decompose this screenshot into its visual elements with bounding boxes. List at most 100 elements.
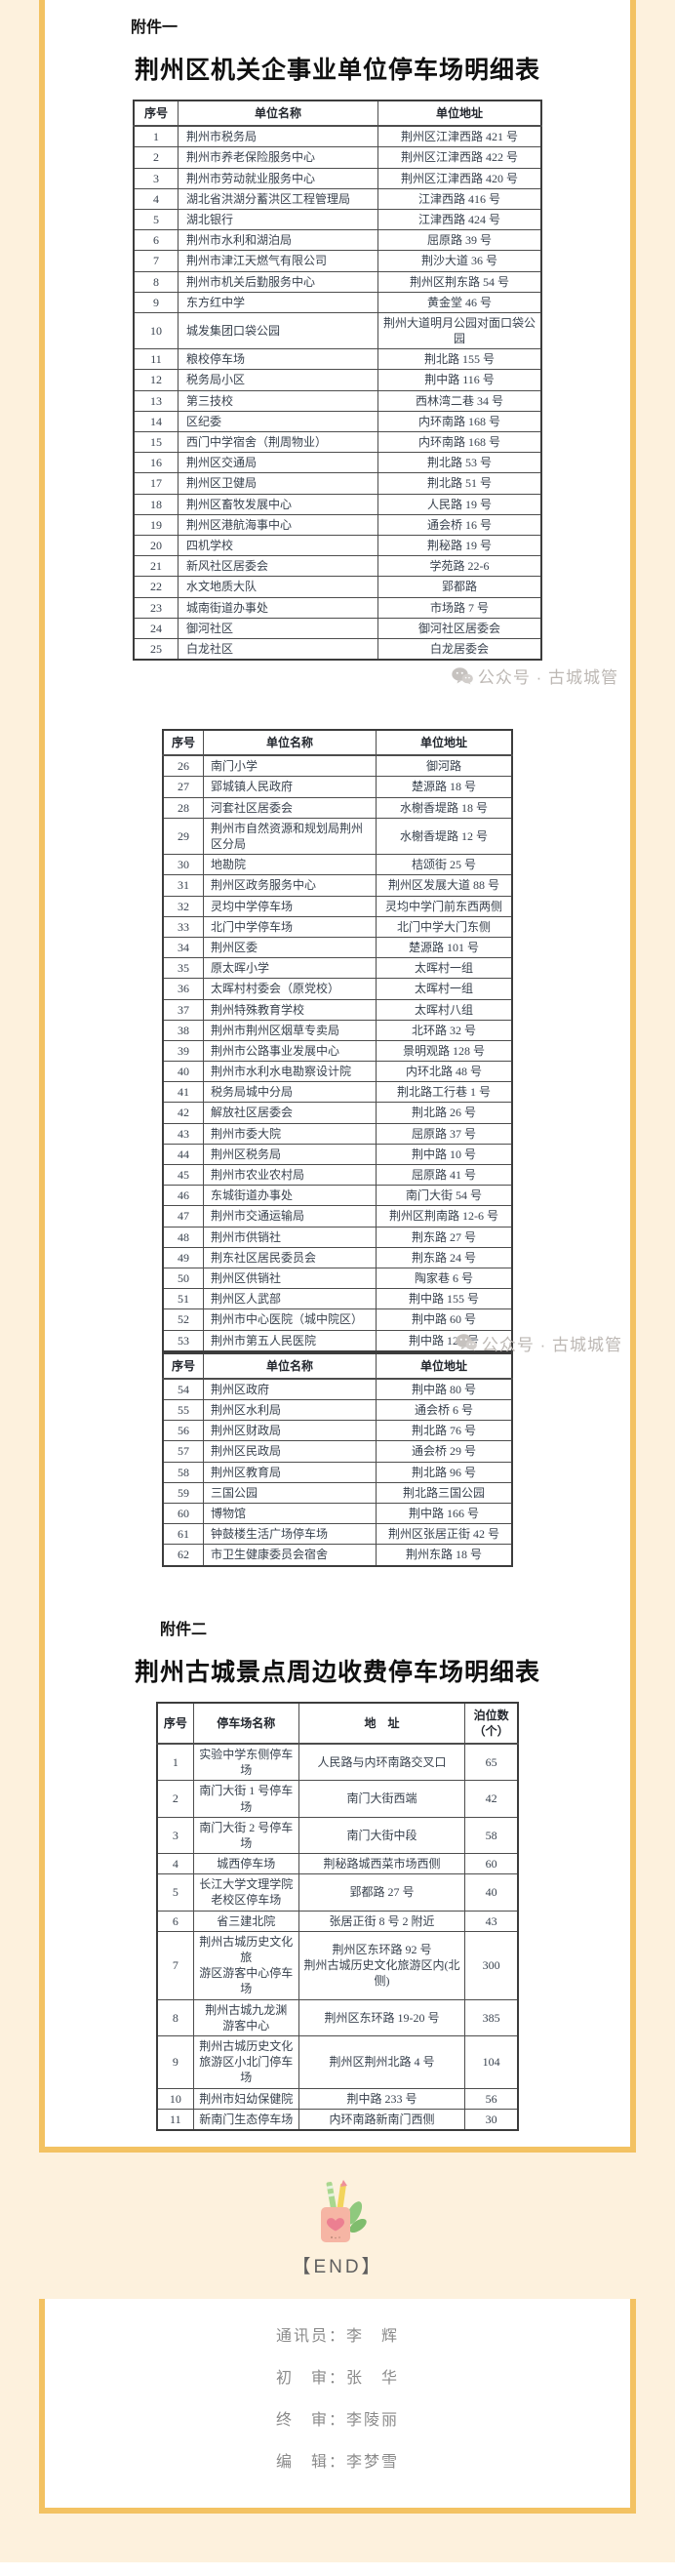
credit-correspondent: 通讯员：李 辉 — [275, 2327, 399, 2345]
table-cell: 荆州市第五人民医院 — [203, 1329, 377, 1352]
table-cell: 荆州区畜牧发展中心 — [178, 493, 378, 515]
bottom-cream-strip — [0, 2514, 675, 2562]
table-row: 58 荆州区教育局 荆北路 96 号 — [162, 1461, 513, 1483]
table-cell: 荆州区荆南路 12-6 号 — [376, 1205, 513, 1228]
table-cell: 荆中路 116 号 — [377, 369, 542, 391]
table-row: 25 白龙社区 白龙居委会 — [133, 637, 542, 661]
column-header: 序号 — [156, 1702, 194, 1745]
table-row: 17 荆州区卫健局 荆北路 51 号 — [133, 472, 542, 495]
table-row: 52 荆州市中心医院（城中院区） 荆中路 60 号 — [162, 1308, 513, 1331]
table-cell: 52 — [162, 1308, 204, 1331]
table-cell: 44 — [162, 1143, 204, 1166]
table-cell: 35 — [162, 957, 204, 980]
table-cell: 荆州区委 — [203, 936, 377, 959]
table-cell: 荆州区卫健局 — [178, 472, 378, 495]
table-cell: 江津西路 424 号 — [377, 208, 542, 231]
table-cell: 荆州市委大院 — [203, 1122, 377, 1145]
table-cell: 南门大街中段 — [298, 1816, 466, 1855]
table-cell: 城西停车场 — [192, 1853, 299, 1875]
table-cell: 26 — [162, 754, 204, 778]
table-cell: 27 — [162, 776, 204, 798]
credit-first-review: 初 审：张 华 — [275, 2369, 399, 2387]
table-cell: 人民路 19 号 — [377, 493, 542, 515]
table-cell: 湖北省洪湖分蓄洪区工程管理局 — [178, 187, 378, 210]
table-cell: 荆州区人武部 — [203, 1288, 377, 1310]
table-cell: 1 — [133, 125, 179, 148]
table-cell: 荆州古城九龙渊 游客中心 — [192, 1998, 299, 2036]
table-cell: 25 — [133, 637, 179, 661]
table-cell: 楚源路 101 号 — [376, 936, 513, 959]
table-cell: 10 — [133, 311, 179, 350]
table-row: 38 荆州市荆州区烟草专卖局 北环路 32 号 — [162, 1019, 513, 1041]
table-cell: 西林湾二巷 34 号 — [377, 389, 542, 412]
column-header: 单位地址 — [376, 1352, 513, 1380]
table-cell: 30 — [162, 854, 204, 876]
credit-final-review: 终 审：李陵丽 — [275, 2411, 399, 2429]
table-cell: 荆东路 27 号 — [376, 1226, 513, 1248]
table-cell: 37 — [162, 998, 204, 1021]
units-parking-table-1: 序号 单位名称 单位地址 1 荆州市税务局 荆州区江津西路 421 号 2 荆州市养老保险服务… — [133, 100, 542, 662]
table-cell: 荆州区财政局 — [203, 1420, 377, 1442]
table-cell: 36 — [162, 978, 204, 1000]
table-cell: 荆沙大道 36 号 — [377, 250, 542, 272]
table-cell: 12 — [133, 369, 179, 391]
table-cell: 荆北路工行巷 1 号 — [376, 1081, 513, 1104]
table-cell: 三国公园 — [203, 1481, 377, 1505]
table-cell: 13 — [133, 389, 179, 412]
table-cell: 385 — [464, 1998, 519, 2036]
table-cell: 4 — [156, 1853, 194, 1875]
table-cell: 内环南路新南门西侧 — [298, 2108, 466, 2131]
table-cell: 荆州古城历史文化 旅游区小北门停车场 — [192, 2034, 299, 2089]
page-watermark: 公众号 · 古城城管 — [456, 1331, 622, 1355]
table-row: 1 荆州市税务局 荆州区江津西路 421 号 — [133, 125, 542, 148]
table-cell: 城发集团口袋公园 — [178, 311, 378, 350]
table-row: 5 湖北银行 江津西路 424 号 — [133, 208, 542, 231]
table-cell: 桔颂街 25 号 — [376, 854, 513, 876]
table-cell: 荆州区港航海事中心 — [178, 513, 378, 536]
table-cell: 60 — [464, 1853, 519, 1875]
table-cell: 粮校停车场 — [178, 348, 378, 371]
table-cell: 御河社区居委会 — [377, 617, 542, 639]
table-cell: 荆北路 155 号 — [377, 348, 542, 371]
table-cell: 6 — [133, 229, 179, 252]
table-cell: 23 — [133, 596, 179, 619]
table-cell: 41 — [162, 1081, 204, 1104]
table-cell: 南门大街西端 — [298, 1780, 466, 1818]
table-cell: 荆中路 233 号 — [298, 2087, 466, 2110]
table-row: 14 区纪委 内环南路 168 号 — [133, 410, 542, 433]
table-cell: 太晖村一组 — [376, 978, 513, 1000]
table-cell: 15 — [133, 430, 179, 454]
table-cell: 东方红中学 — [178, 291, 378, 313]
table-cell: 5 — [133, 208, 179, 231]
table-cell: 56 — [162, 1420, 204, 1442]
table-cell: 14 — [133, 410, 179, 433]
column-header: 停车场名称 — [192, 1702, 299, 1745]
table-row: 51 荆州区人武部 荆中路 155 号 — [162, 1288, 513, 1310]
table-cell: 57 — [162, 1440, 204, 1463]
table-cell: 荆州市劳动就业服务中心 — [178, 167, 378, 189]
header-row: 序号 单位名称 单位地址 — [162, 1352, 513, 1380]
table-row: 48 荆州市供销社 荆东路 27 号 — [162, 1226, 513, 1248]
table-cell: 60 — [162, 1502, 204, 1525]
table-cell: 55 — [162, 1399, 204, 1422]
table-cell: 荆州区江津西路 422 号 — [377, 146, 542, 169]
table-cell: 地勘院 — [203, 854, 377, 876]
table-row: 46 东城街道办事处 南门大街 54 号 — [162, 1185, 513, 1207]
table-row: 19 荆州区港航海事中心 通会桥 16 号 — [133, 513, 542, 536]
table-cell: 荆北路 26 号 — [376, 1102, 513, 1124]
table-row: 2 荆州市养老保险服务中心 荆州区江津西路 422 号 — [133, 146, 542, 169]
table-cell: 荆州市自然资源和规划局荆州区分局 — [203, 817, 377, 856]
table-cell: 荆州区交通局 — [178, 452, 378, 474]
table-row: 50 荆州区供销社 陶家巷 6 号 — [162, 1267, 513, 1290]
table-cell: 屈原路 37 号 — [376, 1122, 513, 1145]
table-cell: 白龙社区 — [178, 637, 378, 661]
table-cell: 水榭香堤路 12 号 — [376, 817, 513, 856]
table-cell: 太晖村八组 — [376, 998, 513, 1021]
table-row: 39 荆州市公路事业发展中心 景明观路 128 号 — [162, 1039, 513, 1063]
header-row: 序号 单位名称 单位地址 — [162, 729, 513, 757]
column-header: 单位名称 — [203, 729, 377, 757]
table-cell: 郢城镇人民政府 — [203, 776, 377, 798]
table-cell: 荆中路 10 号 — [376, 1143, 513, 1166]
table-row: 56 荆州区财政局 荆北路 76 号 — [162, 1420, 513, 1442]
page-watermark: 公众号 · 古城城管 — [45, 664, 618, 688]
